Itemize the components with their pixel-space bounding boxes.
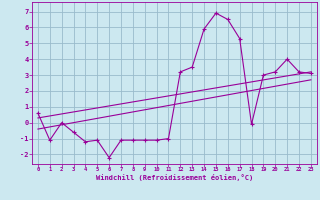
X-axis label: Windchill (Refroidissement éolien,°C): Windchill (Refroidissement éolien,°C) [96, 174, 253, 181]
